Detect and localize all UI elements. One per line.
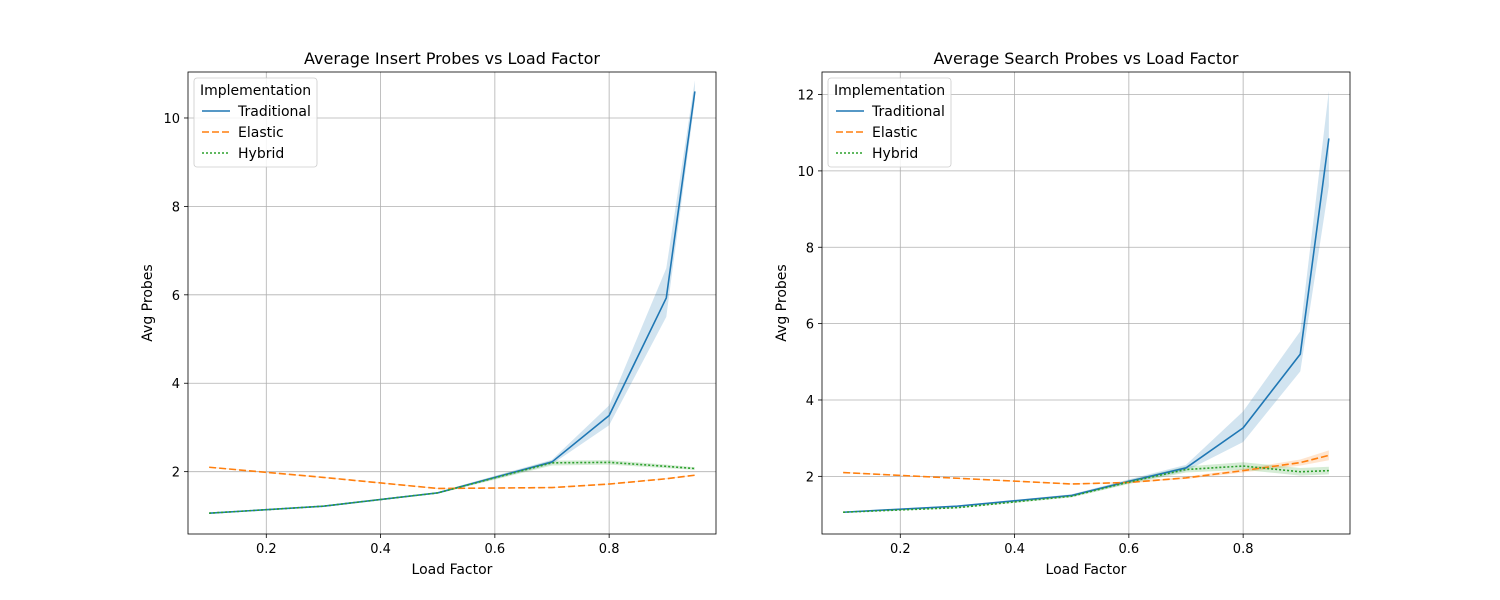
series-line-traditional [209, 91, 696, 515]
series-line-elastic [843, 454, 1330, 485]
plot-frame [187, 71, 717, 535]
y-tick-label: 2 [806, 470, 814, 485]
y-tick-label: 2 [172, 466, 180, 481]
legend-label-traditional: Traditional [871, 104, 945, 120]
legend: Implementation Traditional Elastic Hybrid [193, 77, 318, 168]
series-line-hybrid [843, 465, 1329, 514]
legend-label-traditional: Traditional [237, 104, 311, 120]
chart-title: Average Search Probes vs Load Factor [934, 49, 1239, 68]
y-tick-label: 4 [806, 394, 814, 409]
confidence-band-hybrid [843, 462, 1329, 513]
search-probes-chart: Average Search Probes vs Load Factor Loa… [774, 49, 1351, 578]
x-tick-label: 0.4 [1004, 542, 1025, 557]
y-tick-label: 6 [172, 289, 180, 304]
x-axis-label: Load Factor [412, 562, 493, 578]
legend: Implementation Traditional Elastic Hybrid [827, 77, 952, 168]
legend-label-elastic: Elastic [872, 125, 918, 141]
series-line-elastic [209, 466, 695, 490]
y-axis-label: Avg Probes [140, 264, 156, 341]
y-tick-label: 10 [797, 165, 814, 180]
y-tick-label: 4 [172, 377, 180, 392]
legend-title: Implementation [834, 83, 945, 99]
y-tick-label: 8 [172, 200, 180, 215]
legend-label-hybrid: Hybrid [238, 146, 284, 162]
y-tick-label: 12 [797, 89, 814, 104]
chart-title: Average Insert Probes vs Load Factor [304, 49, 600, 68]
y-tick-label: 6 [806, 318, 814, 333]
x-axis-label: Load Factor [1046, 562, 1127, 578]
x-tick-label: 0.4 [370, 542, 391, 557]
y-tick-label: 8 [806, 241, 814, 256]
confidence-band-hybrid [209, 460, 695, 514]
legend-title: Implementation [200, 83, 311, 99]
plot-frame [821, 71, 1351, 535]
legend-label-hybrid: Hybrid [872, 146, 918, 162]
legend-box [827, 77, 952, 168]
x-tick-label: 0.6 [1119, 542, 1140, 557]
x-tick-label: 0.2 [256, 542, 277, 557]
insert-probes-chart: Average Insert Probes vs Load Factor Loa… [140, 49, 717, 578]
legend-box [193, 77, 318, 168]
x-tick-label: 0.8 [599, 542, 620, 557]
y-tick-label: 10 [163, 112, 180, 127]
x-tick-label: 0.6 [485, 542, 506, 557]
x-tick-label: 0.2 [890, 542, 911, 557]
x-tick-label: 0.8 [1233, 542, 1254, 557]
series-line-traditional [843, 138, 1330, 514]
grid [188, 72, 716, 534]
legend-label-elastic: Elastic [238, 125, 284, 141]
y-axis-label: Avg Probes [774, 264, 790, 341]
